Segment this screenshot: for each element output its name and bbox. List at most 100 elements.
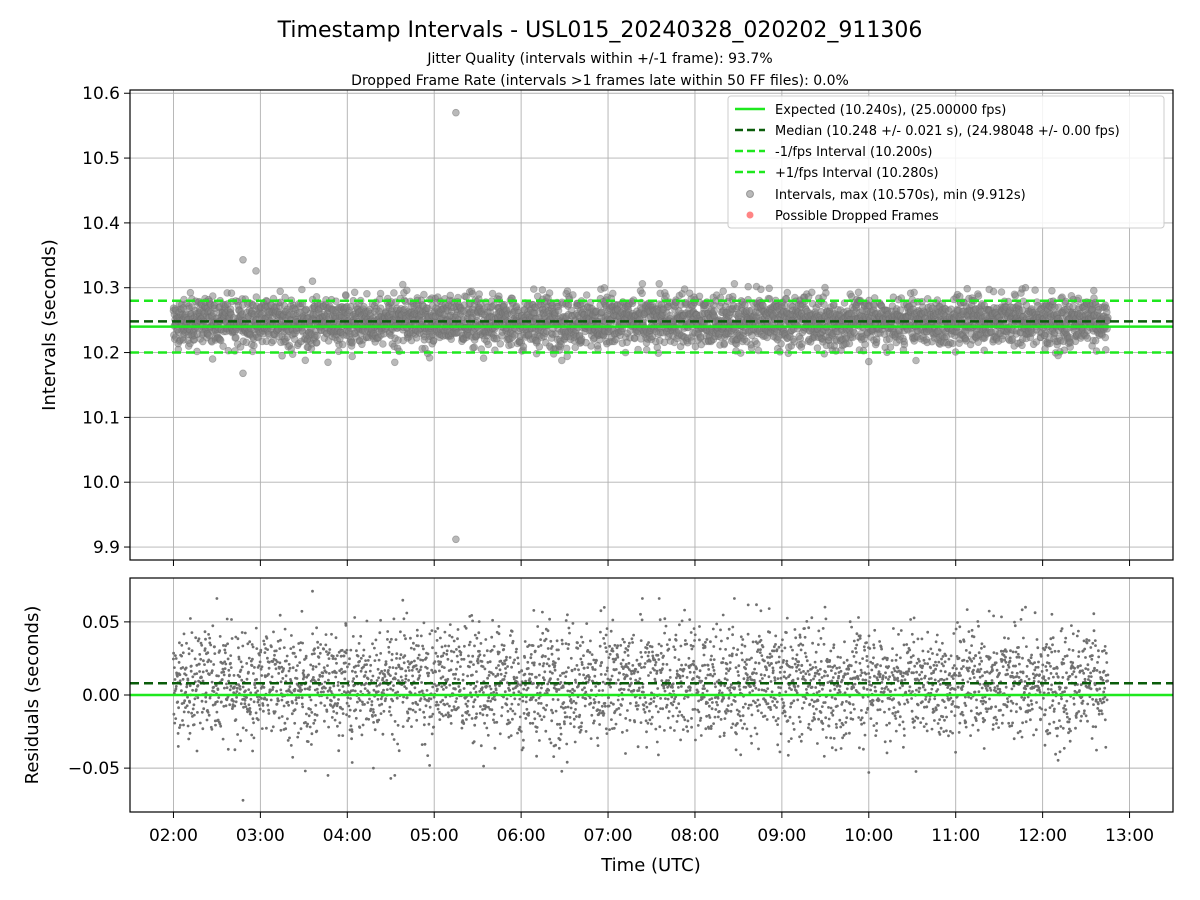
residual-point — [428, 764, 431, 767]
residual-point — [212, 685, 216, 689]
interval-point — [545, 289, 554, 297]
residual-point — [290, 712, 294, 716]
residual-point — [372, 721, 375, 724]
residual-point — [422, 723, 426, 727]
residual-point — [380, 669, 383, 673]
residual-point — [353, 616, 357, 619]
residual-point — [313, 652, 316, 655]
residual-point — [353, 689, 357, 693]
intervals-ytick-label-6: 10.5 — [82, 149, 120, 169]
residual-point — [197, 662, 201, 666]
residual-point — [188, 700, 192, 704]
residual-point — [224, 662, 228, 666]
residual-point — [250, 733, 254, 737]
residual-point — [401, 598, 405, 602]
residual-point — [252, 700, 256, 704]
residual-point — [257, 703, 261, 707]
residual-point — [359, 709, 362, 712]
interval-point — [720, 339, 729, 348]
residual-point — [208, 673, 211, 676]
residual-point — [358, 726, 362, 729]
residual-point — [173, 678, 177, 681]
residual-point — [312, 676, 315, 679]
residual-point — [368, 655, 372, 659]
interval-point — [1104, 313, 1112, 322]
residual-point — [222, 673, 226, 677]
residual-point — [279, 638, 282, 642]
residual-point — [410, 668, 414, 672]
residual-point — [210, 680, 214, 684]
residual-point — [283, 721, 287, 725]
residual-point — [293, 721, 297, 725]
residual-point — [335, 654, 339, 657]
residual-point — [244, 705, 248, 708]
interval-point — [529, 285, 538, 293]
residual-point — [285, 659, 288, 663]
residual-point — [356, 700, 359, 704]
residual-point — [344, 651, 348, 655]
residual-point — [180, 643, 184, 647]
residual-point — [347, 662, 351, 666]
residual-point — [428, 705, 432, 709]
residual-point — [296, 735, 300, 739]
interval-outlier-point — [452, 108, 460, 117]
residual-point — [258, 653, 261, 657]
chart-title: Timestamp Intervals - USL015_20240328_02… — [277, 18, 923, 43]
residual-point — [327, 725, 330, 729]
residual-point — [336, 724, 339, 728]
interval-point — [479, 354, 488, 363]
residual-point — [392, 684, 395, 687]
residual-point — [213, 652, 217, 655]
intervals-plot: 9.910.010.110.210.310.410.510.6 Interval… — [39, 84, 1174, 566]
residual-point — [260, 727, 264, 730]
residual-point — [382, 688, 385, 692]
residual-point — [355, 649, 358, 653]
residual-point — [403, 634, 406, 637]
residual-point — [271, 725, 275, 729]
residual-point — [283, 627, 287, 631]
residual-point — [401, 679, 404, 682]
residual-point — [335, 661, 338, 665]
residual-point — [299, 727, 303, 731]
residual-point — [379, 697, 383, 701]
interval-point — [600, 283, 609, 292]
interval-outlier-point — [252, 267, 260, 275]
residual-point — [288, 666, 292, 670]
residual-point — [405, 696, 409, 700]
residual-point — [178, 673, 182, 677]
residual-point — [330, 632, 333, 636]
residual-point — [174, 685, 178, 688]
interval-point — [638, 279, 647, 288]
residual-point — [314, 703, 318, 707]
residual-point — [198, 721, 202, 725]
residual-point — [346, 696, 350, 700]
residual-point — [326, 664, 329, 667]
residual-point — [176, 745, 180, 748]
interval-point — [807, 288, 816, 297]
residual-point — [422, 621, 426, 625]
residual-point — [301, 641, 304, 645]
residual-point — [440, 645, 444, 649]
residual-point — [402, 617, 406, 621]
residual-point — [198, 670, 202, 673]
residual-point — [240, 631, 244, 634]
residual-point — [225, 682, 228, 686]
residual-point — [274, 662, 277, 666]
residual-point — [336, 702, 340, 705]
residual-point — [395, 696, 399, 700]
residual-point — [287, 669, 291, 673]
residual-point — [430, 668, 434, 672]
residual-point — [262, 639, 266, 643]
residual-point — [241, 644, 245, 648]
interval-point — [757, 285, 765, 294]
residual-point — [331, 654, 335, 658]
intervals-ytick-label-4: 10.3 — [82, 279, 120, 299]
residual-point — [202, 707, 206, 711]
residual-point — [279, 728, 283, 732]
residual-point — [401, 725, 405, 728]
residual-point — [379, 652, 383, 655]
residual-point — [383, 675, 387, 678]
residual-point — [323, 719, 326, 723]
residual-point — [426, 652, 430, 656]
